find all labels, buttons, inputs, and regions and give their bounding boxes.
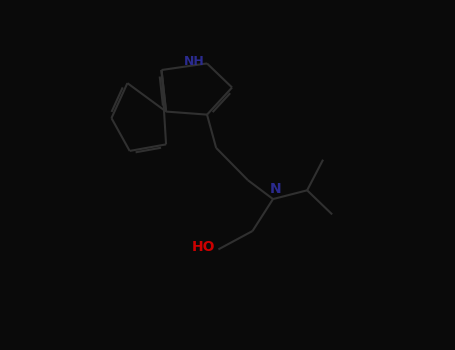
Text: HO: HO [192, 240, 216, 254]
Text: NH: NH [184, 55, 205, 68]
Text: N: N [269, 182, 281, 196]
